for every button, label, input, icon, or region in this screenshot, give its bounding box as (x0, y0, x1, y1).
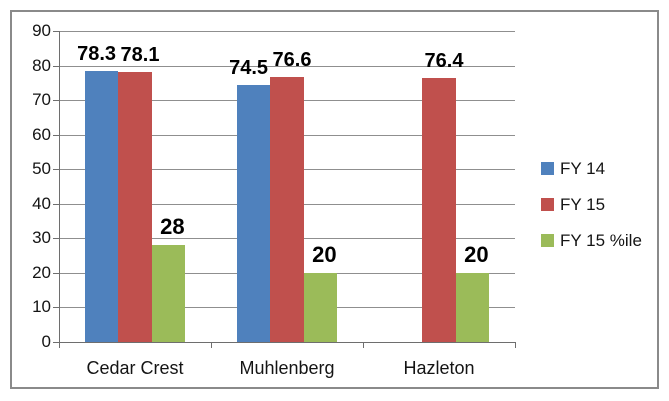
bar-label: 76.4 (424, 49, 464, 72)
category-label: Hazleton (403, 358, 475, 378)
legend-label: FY 15 %ile (560, 231, 642, 250)
x-axis-line (59, 342, 516, 343)
x-axis-tickmark (515, 342, 516, 348)
y-axis-tickmark (53, 342, 59, 343)
bar-fy-15-1 (270, 77, 304, 342)
y-axis-tick-label: 30 (32, 228, 51, 248)
y-axis-tick-label: 70 (32, 90, 51, 110)
category-label: Cedar Crest (86, 358, 184, 378)
x-axis-tickmark (363, 342, 364, 348)
gridline (59, 65, 515, 67)
bar-label: 78.1 (120, 44, 160, 67)
legend-item: FY 15 %ile (541, 231, 642, 250)
y-axis-tickmark (53, 134, 59, 136)
y-axis-tickmark (53, 203, 59, 205)
bar-fy-14-1 (236, 84, 271, 342)
bar-label: 74.5 (229, 56, 269, 79)
y-axis-tickmark (53, 238, 59, 240)
y-axis-tick-label: 0 (41, 332, 51, 351)
bar-label: 20 (464, 241, 489, 267)
y-axis-tick-label: 60 (32, 124, 51, 144)
bar-fy-15-ile-0 (151, 245, 186, 342)
bar-fy-14-0 (84, 71, 119, 342)
bar-fy-15-2 (422, 77, 456, 342)
legend-item: FY 14 (541, 159, 606, 178)
x-axis-tickmark (59, 342, 60, 348)
legend-swatch (541, 162, 554, 175)
legend-item: FY 15 (541, 195, 606, 214)
bar-label: 78.3 (77, 43, 117, 66)
legend-label: FY 15 (560, 195, 606, 214)
bar-fy-15-ile-2 (455, 272, 490, 342)
gridline (59, 31, 515, 32)
bar-label: 76.6 (272, 49, 312, 72)
y-axis-tick-label: 80 (32, 55, 51, 75)
bar-label: 28 (160, 214, 185, 240)
bar-label: 20 (312, 241, 337, 267)
bar-fy-15-ile-1 (303, 272, 338, 342)
y-axis-tick-label: 40 (32, 193, 51, 213)
y-axis-tickmark (53, 169, 59, 171)
y-axis-tick-label: 50 (32, 159, 51, 179)
y-axis-tick-label: 20 (32, 262, 51, 282)
y-axis-tick-label: 90 (32, 21, 51, 40)
y-axis-line (59, 31, 60, 342)
legend-label: FY 14 (560, 159, 606, 178)
y-axis-tickmark (53, 307, 59, 309)
legend-swatch (541, 198, 554, 211)
legend-swatch (541, 234, 554, 247)
category-label: Muhlenberg (239, 358, 335, 378)
y-axis-tickmark (53, 65, 59, 67)
y-axis-tick-label: 10 (32, 297, 51, 317)
bar-fy-15-0 (118, 72, 152, 342)
y-axis-tickmark (53, 100, 59, 102)
y-axis-tickmark (53, 31, 59, 32)
y-axis-tickmark (53, 272, 59, 274)
x-axis-tickmark (211, 342, 212, 348)
